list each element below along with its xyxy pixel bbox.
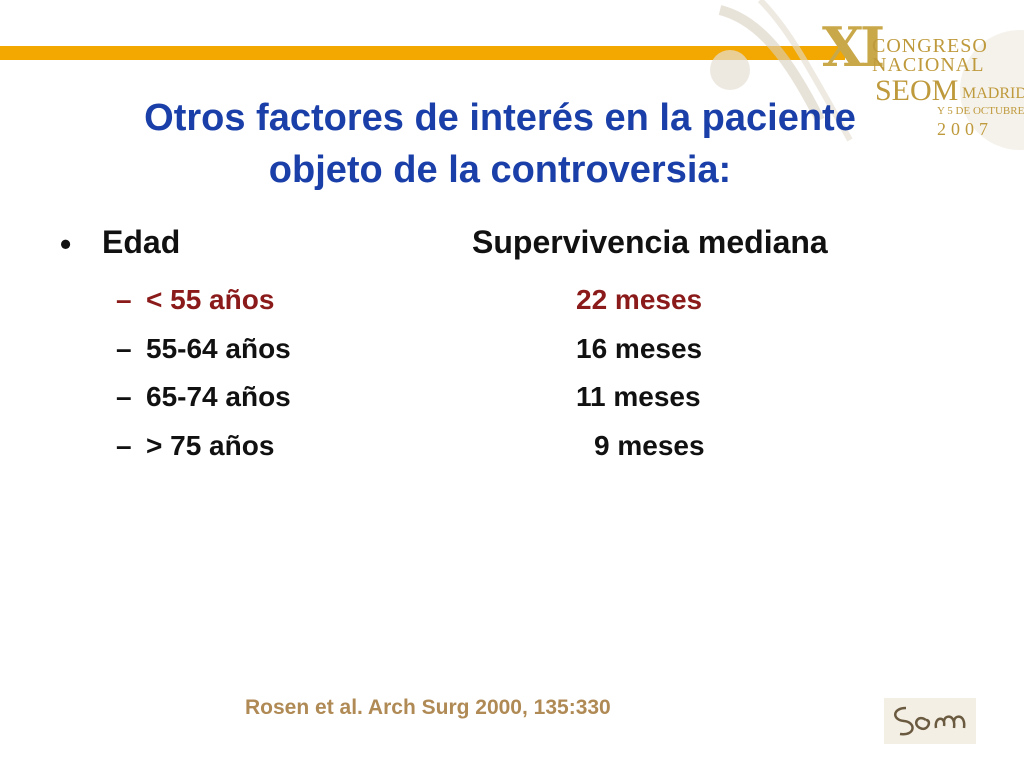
seom-signature-icon bbox=[894, 706, 966, 736]
logo-seom: SEOM bbox=[875, 74, 959, 107]
stethoscope-icon bbox=[710, 0, 1024, 150]
logo-congreso: CONGRESO bbox=[872, 35, 988, 57]
logo-madrid: MADRID bbox=[962, 85, 1024, 102]
age-range: < 55 años bbox=[146, 284, 275, 315]
header-age: Edad bbox=[102, 224, 181, 260]
survival-value: 16 meses bbox=[576, 333, 703, 364]
top-accent-bar bbox=[0, 46, 845, 60]
logo-dates: Y 5 DE OCTUBRE bbox=[937, 105, 1024, 117]
bullet-icon: • bbox=[60, 226, 72, 262]
slide-title: Otros factores de interés en la paciente… bbox=[60, 92, 940, 196]
dash-icon: – bbox=[116, 430, 132, 461]
title-line-2: objeto de la controversia: bbox=[268, 149, 732, 191]
survival-value: 9 meses bbox=[594, 430, 705, 461]
seom-logo bbox=[884, 698, 976, 744]
age-range: 55-64 años bbox=[146, 333, 291, 364]
age-range: > 75 años bbox=[146, 430, 275, 461]
survival-value: 11 meses bbox=[576, 381, 701, 412]
logo-year: 2007 bbox=[937, 119, 993, 139]
dash-icon: – bbox=[116, 381, 132, 412]
title-line-1: Otros factores de interés en la paciente bbox=[144, 97, 856, 139]
congress-logo: XI CONGRESO NACIONAL SEOM MADRID Y 5 DE … bbox=[700, 0, 1024, 150]
logo-roman-numeral: XI bbox=[822, 15, 885, 79]
dash-icon: – bbox=[116, 333, 132, 364]
survival-value: 22 meses bbox=[576, 284, 703, 315]
age-range: 65-74 años bbox=[146, 381, 291, 412]
citation: Rosen et al. Arch Surg 2000, 135:330 bbox=[245, 696, 611, 719]
dash-icon: – bbox=[116, 284, 132, 315]
logo-nacional: NACIONAL bbox=[872, 54, 985, 76]
header-survival: Supervivencia mediana bbox=[472, 224, 828, 260]
